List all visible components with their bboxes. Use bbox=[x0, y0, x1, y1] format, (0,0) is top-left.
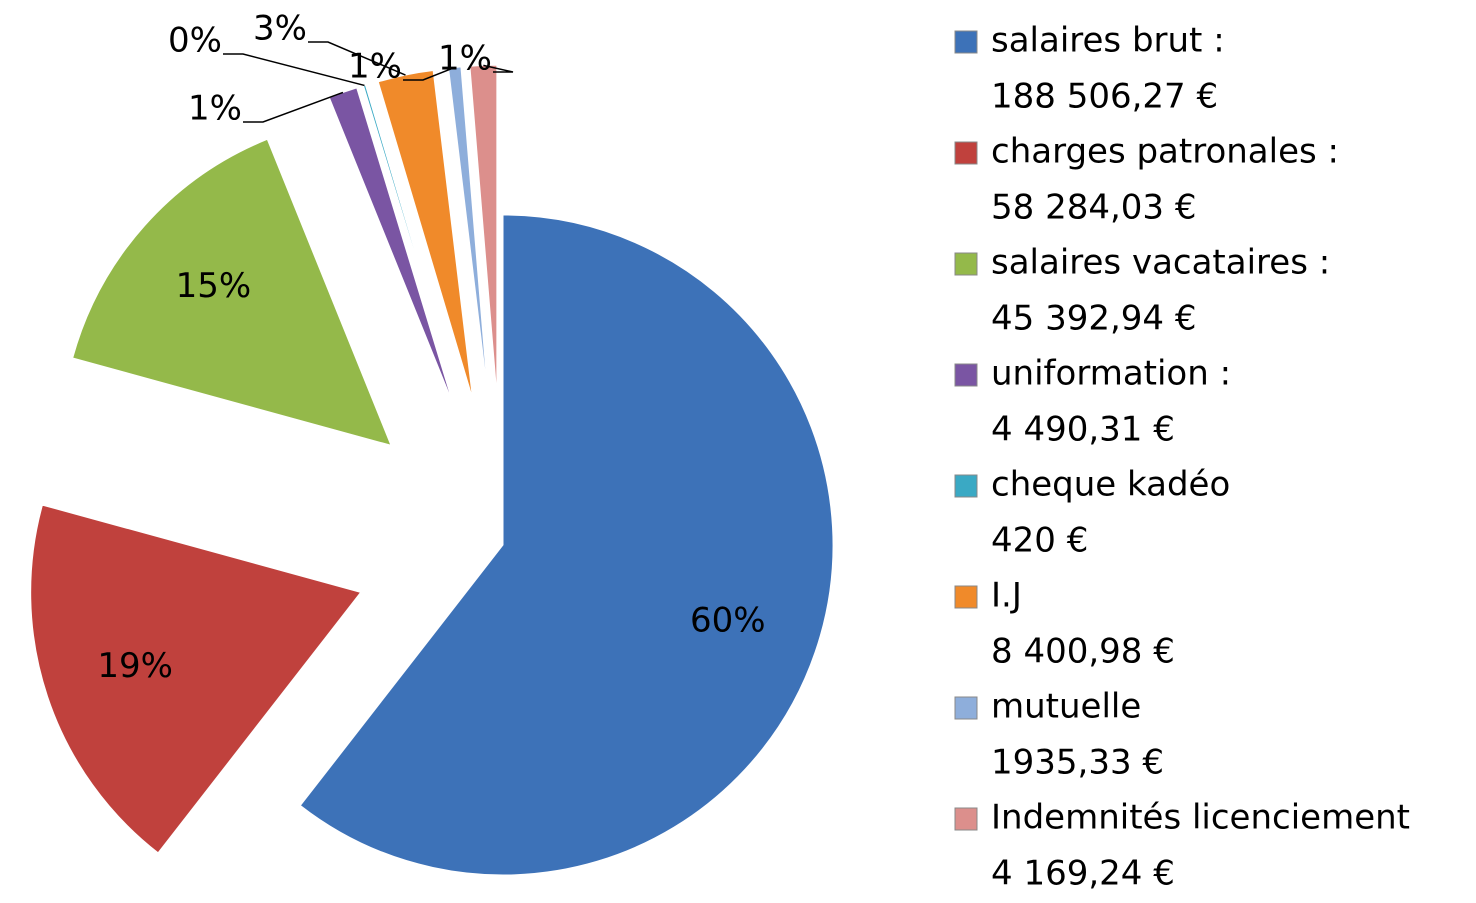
pie-slice bbox=[299, 214, 834, 876]
legend-amount: 188 506,27 € bbox=[991, 77, 1218, 117]
pie-slice bbox=[72, 138, 392, 447]
legend-swatch bbox=[954, 474, 978, 498]
legend-label: I.J bbox=[991, 576, 1022, 616]
data-label: 1% bbox=[188, 89, 242, 129]
data-label: 0% bbox=[168, 21, 222, 61]
legend-swatch bbox=[954, 363, 978, 387]
legend-swatch bbox=[954, 252, 978, 276]
legend-label: Indemnités licenciement bbox=[991, 798, 1410, 838]
legend-amount: 45 392,94 € bbox=[991, 299, 1196, 339]
legend-amount: 4 169,24 € bbox=[991, 854, 1175, 894]
legend-amount: 420 € bbox=[991, 521, 1088, 561]
legend-swatch bbox=[954, 807, 978, 831]
legend-label: salaires vacataires : bbox=[991, 243, 1330, 283]
legend-swatch bbox=[954, 585, 978, 609]
data-label: 60% bbox=[690, 601, 766, 641]
leader-line bbox=[403, 66, 456, 81]
leader-line bbox=[223, 53, 365, 87]
data-label: 3% bbox=[253, 9, 307, 49]
leader-line bbox=[243, 91, 344, 123]
legend-label: charges patronales : bbox=[991, 132, 1339, 172]
legend-amount: 1935,33 € bbox=[991, 743, 1164, 783]
leader-line bbox=[308, 41, 406, 76]
legend-label: uniformation : bbox=[991, 354, 1231, 394]
legend-amount: 4 490,31 € bbox=[991, 410, 1175, 450]
legend-swatch bbox=[954, 30, 978, 54]
leader-line bbox=[483, 64, 514, 73]
legend-label: cheque kadéo bbox=[991, 465, 1230, 505]
legend-amount: 8 400,98 € bbox=[991, 632, 1175, 672]
data-label: 1% bbox=[438, 39, 492, 79]
legend-swatch bbox=[954, 141, 978, 165]
legend-label: salaires brut : bbox=[991, 21, 1225, 61]
legend-swatch bbox=[954, 696, 978, 720]
data-label: 1% bbox=[348, 47, 402, 87]
data-label: 19% bbox=[97, 646, 173, 686]
legend-label: mutuelle bbox=[991, 687, 1141, 727]
legend-amount: 58 284,03 € bbox=[991, 188, 1196, 228]
pie-slice bbox=[30, 504, 362, 854]
data-label: 15% bbox=[176, 266, 252, 306]
